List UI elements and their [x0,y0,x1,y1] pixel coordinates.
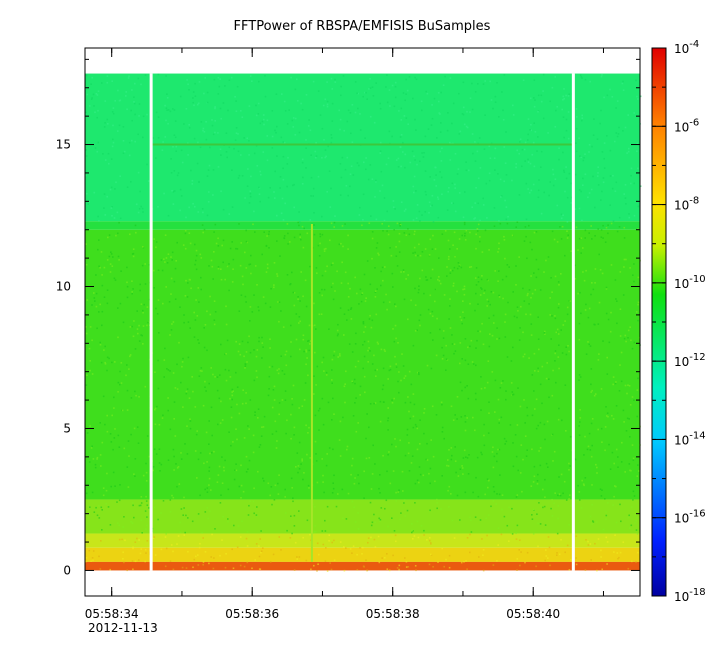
spectrum-band-0 [85,73,640,222]
x-tick-label: 05:58:38 [366,607,420,621]
colorbar-tick-label: 10-18 [674,587,706,604]
date-label: 2012-11-13 [88,621,158,635]
x-tick-label: 05:58:34 [85,607,139,621]
y-tick-label: 10 [56,280,71,294]
colorbar-tick-label: 10-16 [674,509,706,526]
colorbar-tick-label: 10-6 [674,117,699,134]
x-axis: 05:58:34 05:58:36 05:58:38 05:58:40 [85,48,604,621]
colorbar-tick-label: 10-10 [674,274,706,291]
y-axis: 0 5 10 15 [56,58,640,577]
y-tick-label: 0 [63,563,71,577]
colorbar-tick-label: 10-8 [674,196,699,213]
x-tick-label: 05:58:36 [225,607,279,621]
y-tick-label: 5 [63,421,71,435]
spectrum-band-4 [85,533,640,548]
colorbar: 10-4 10-6 10-8 10-10 10-12 10-14 10-16 10-18 [651,39,706,604]
plot-area [84,47,642,597]
chart-title: FFTPower of RBSPA/EMFISIS BuSamples [234,19,491,34]
colorbar-tick-label: 10-14 [674,430,706,447]
spectrum-band-2 [85,229,640,500]
spectrum-band-6 [85,561,640,571]
y-tick-label: 15 [56,138,71,152]
x-tick-label: 05:58:40 [506,607,560,621]
plot-frame [84,47,641,597]
colorbar-tick-label: 10-12 [674,352,706,369]
data-gap-1 [571,73,575,571]
colorbar-tick-label: 10-4 [674,39,699,56]
spectrum-band-3 [85,499,640,534]
spectrum-band-5 [85,547,640,562]
data-gap-0 [149,73,153,571]
